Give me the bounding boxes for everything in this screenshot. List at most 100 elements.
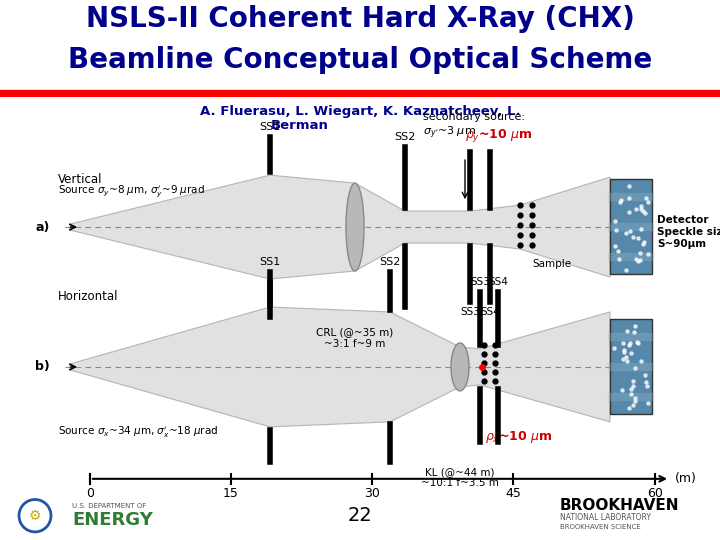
Point <box>609 217 621 225</box>
Text: Detector
Speckle size:
S~90µm: Detector Speckle size: S~90µm <box>657 215 720 248</box>
Text: 22: 22 <box>348 506 372 525</box>
Point <box>616 386 628 394</box>
Point <box>642 198 654 206</box>
Point <box>638 238 649 247</box>
Point <box>642 398 654 407</box>
Text: $\rho_x$~10 $\mu$m: $\rho_x$~10 $\mu$m <box>485 429 553 445</box>
Point <box>623 403 634 412</box>
Point <box>617 339 629 348</box>
Point <box>621 228 632 237</box>
Text: 45: 45 <box>505 487 521 500</box>
Point <box>641 382 652 390</box>
Point <box>611 225 622 234</box>
Point <box>626 384 637 393</box>
Text: 0: 0 <box>86 487 94 500</box>
Ellipse shape <box>451 343 469 391</box>
Point <box>635 205 647 213</box>
Text: SS3: SS3 <box>460 307 480 317</box>
Point <box>620 266 631 275</box>
Text: a): a) <box>35 220 50 234</box>
Text: Source $\sigma_y$~8 $\mu$m, $\sigma_y'$~9 $\mu$rad: Source $\sigma_y$~8 $\mu$m, $\sigma_y'$~… <box>58 183 205 199</box>
Point <box>624 338 636 347</box>
Text: NATIONAL LABORATORY: NATIONAL LABORATORY <box>560 513 651 522</box>
Point <box>620 352 631 361</box>
Point <box>629 396 641 405</box>
Text: SS2: SS2 <box>395 132 415 142</box>
Text: Beamline Conceptual Optical Scheme: Beamline Conceptual Optical Scheme <box>68 46 652 75</box>
Text: 30: 30 <box>364 487 380 500</box>
Point <box>621 356 633 365</box>
Text: SS4: SS4 <box>488 277 508 287</box>
Point <box>624 340 635 349</box>
Ellipse shape <box>346 183 364 271</box>
Point <box>635 356 647 365</box>
Point <box>624 208 635 217</box>
Point <box>618 346 630 355</box>
Text: NSLS-II Coherent Hard X-Ray (CHX): NSLS-II Coherent Hard X-Ray (CHX) <box>86 5 634 33</box>
Text: SS2: SS2 <box>379 257 401 267</box>
FancyBboxPatch shape <box>610 179 652 274</box>
Text: U.S. DEPARTMENT OF: U.S. DEPARTMENT OF <box>72 503 146 509</box>
Point <box>618 354 629 363</box>
Point <box>618 347 629 356</box>
Point <box>632 234 644 243</box>
Point <box>637 207 649 215</box>
Point <box>632 256 644 265</box>
Point <box>627 376 639 385</box>
Point <box>639 370 651 379</box>
Point <box>642 250 654 259</box>
Point <box>641 193 652 202</box>
Point <box>628 401 639 409</box>
Text: secondary source:
$\sigma_{y'}$~3 $\mu$m: secondary source: $\sigma_{y'}$~3 $\mu$m <box>423 112 525 141</box>
Point <box>616 196 627 205</box>
Polygon shape <box>70 175 610 279</box>
Point <box>629 322 641 330</box>
Text: SS1: SS1 <box>259 257 281 267</box>
Text: SS4: SS4 <box>480 307 500 317</box>
Point <box>612 247 624 255</box>
Point <box>614 198 626 207</box>
Text: ⚙: ⚙ <box>29 509 41 523</box>
Text: SS3: SS3 <box>470 277 490 287</box>
Text: ENERGY: ENERGY <box>72 511 153 529</box>
Text: BROOKHAVEN SCIENCE: BROOKHAVEN SCIENCE <box>560 524 641 530</box>
Point <box>613 254 624 263</box>
Text: Source $\sigma_x$~34 $\mu$m, $\sigma_x'$~18 $\mu$rad: Source $\sigma_x$~34 $\mu$m, $\sigma_x'$… <box>58 424 218 440</box>
Point <box>624 193 635 202</box>
Text: (m): (m) <box>675 472 697 485</box>
Point <box>633 339 644 348</box>
Text: BROOKHAVEN: BROOKHAVEN <box>560 498 680 513</box>
Point <box>631 338 642 347</box>
Text: CRL (@~35 m)
~3:1 f~9 m: CRL (@~35 m) ~3:1 f~9 m <box>316 327 394 349</box>
Text: Vertical: Vertical <box>58 173 102 186</box>
Point <box>636 225 647 233</box>
Point <box>626 349 637 357</box>
Point <box>630 254 642 263</box>
Text: KL (@~44 m)
~10:1 f~3.5 m: KL (@~44 m) ~10:1 f~3.5 m <box>421 467 499 488</box>
Point <box>631 205 642 214</box>
Text: 60: 60 <box>647 487 663 500</box>
Text: b): b) <box>35 360 50 374</box>
Text: SS1: SS1 <box>259 122 281 132</box>
Text: 15: 15 <box>223 487 239 500</box>
Text: Horizontal: Horizontal <box>58 291 119 303</box>
Point <box>637 239 649 248</box>
Point <box>621 327 632 335</box>
Point <box>627 233 639 241</box>
Point <box>626 389 637 398</box>
Text: $\rho_y$~10 $\mu$m: $\rho_y$~10 $\mu$m <box>465 127 533 144</box>
Point <box>628 382 639 390</box>
Point <box>623 181 634 190</box>
Point <box>629 394 640 402</box>
FancyBboxPatch shape <box>610 319 652 414</box>
Text: A. Fluerasu, L. Wiegart, K. Kaznatcheev, L.: A. Fluerasu, L. Wiegart, K. Kaznatcheev,… <box>199 105 521 118</box>
Text: Berman: Berman <box>271 119 329 132</box>
Point <box>639 208 651 217</box>
Point <box>634 255 646 264</box>
Point <box>608 343 620 352</box>
Text: Sample: Sample <box>532 259 571 269</box>
Point <box>641 377 652 386</box>
Point <box>635 201 647 210</box>
Point <box>630 364 642 373</box>
Point <box>629 328 640 336</box>
